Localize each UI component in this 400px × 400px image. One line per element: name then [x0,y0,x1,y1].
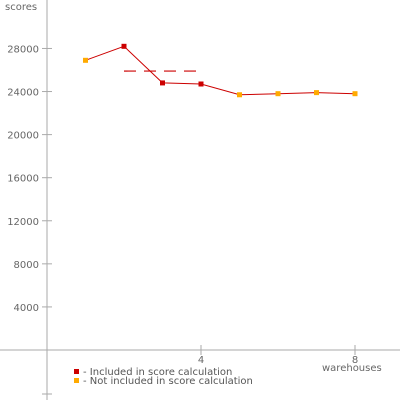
x-axis-label: warehouses [322,363,382,374]
x-tick-label: 4 [198,355,204,366]
data-point [352,91,358,97]
data-point [275,91,281,97]
legend-marker-included [74,369,79,374]
legend-label-not-included: - Not included in score calculation [83,376,253,387]
y-tick-label: 28000 [7,44,39,55]
y-tick-label: 24000 [7,88,39,99]
y-tick-label: 16000 [7,174,39,185]
series-line [85,45,356,96]
data-point [237,92,242,98]
legend-marker-not-included [74,378,79,383]
y-tick-label: 8000 [14,260,39,271]
data-point [121,43,127,49]
y-tick-label: 4000 [14,303,39,314]
y-axis-label: scores [5,2,37,13]
data-point [314,90,319,96]
data-point [160,80,165,86]
y-ticks: 4000 8000 12000 16000 20000 24000 28000 [7,44,52,314]
legend: - Included in score calculation - Not in… [74,367,253,387]
y-tick-label: 20000 [7,131,39,142]
data-point [198,81,204,87]
legend-label-included: - Included in score calculation [83,367,232,378]
data-point [83,57,88,63]
x-tick-label: 8 [352,355,358,366]
y-tick-label: 12000 [7,217,39,228]
series-group [83,43,358,98]
